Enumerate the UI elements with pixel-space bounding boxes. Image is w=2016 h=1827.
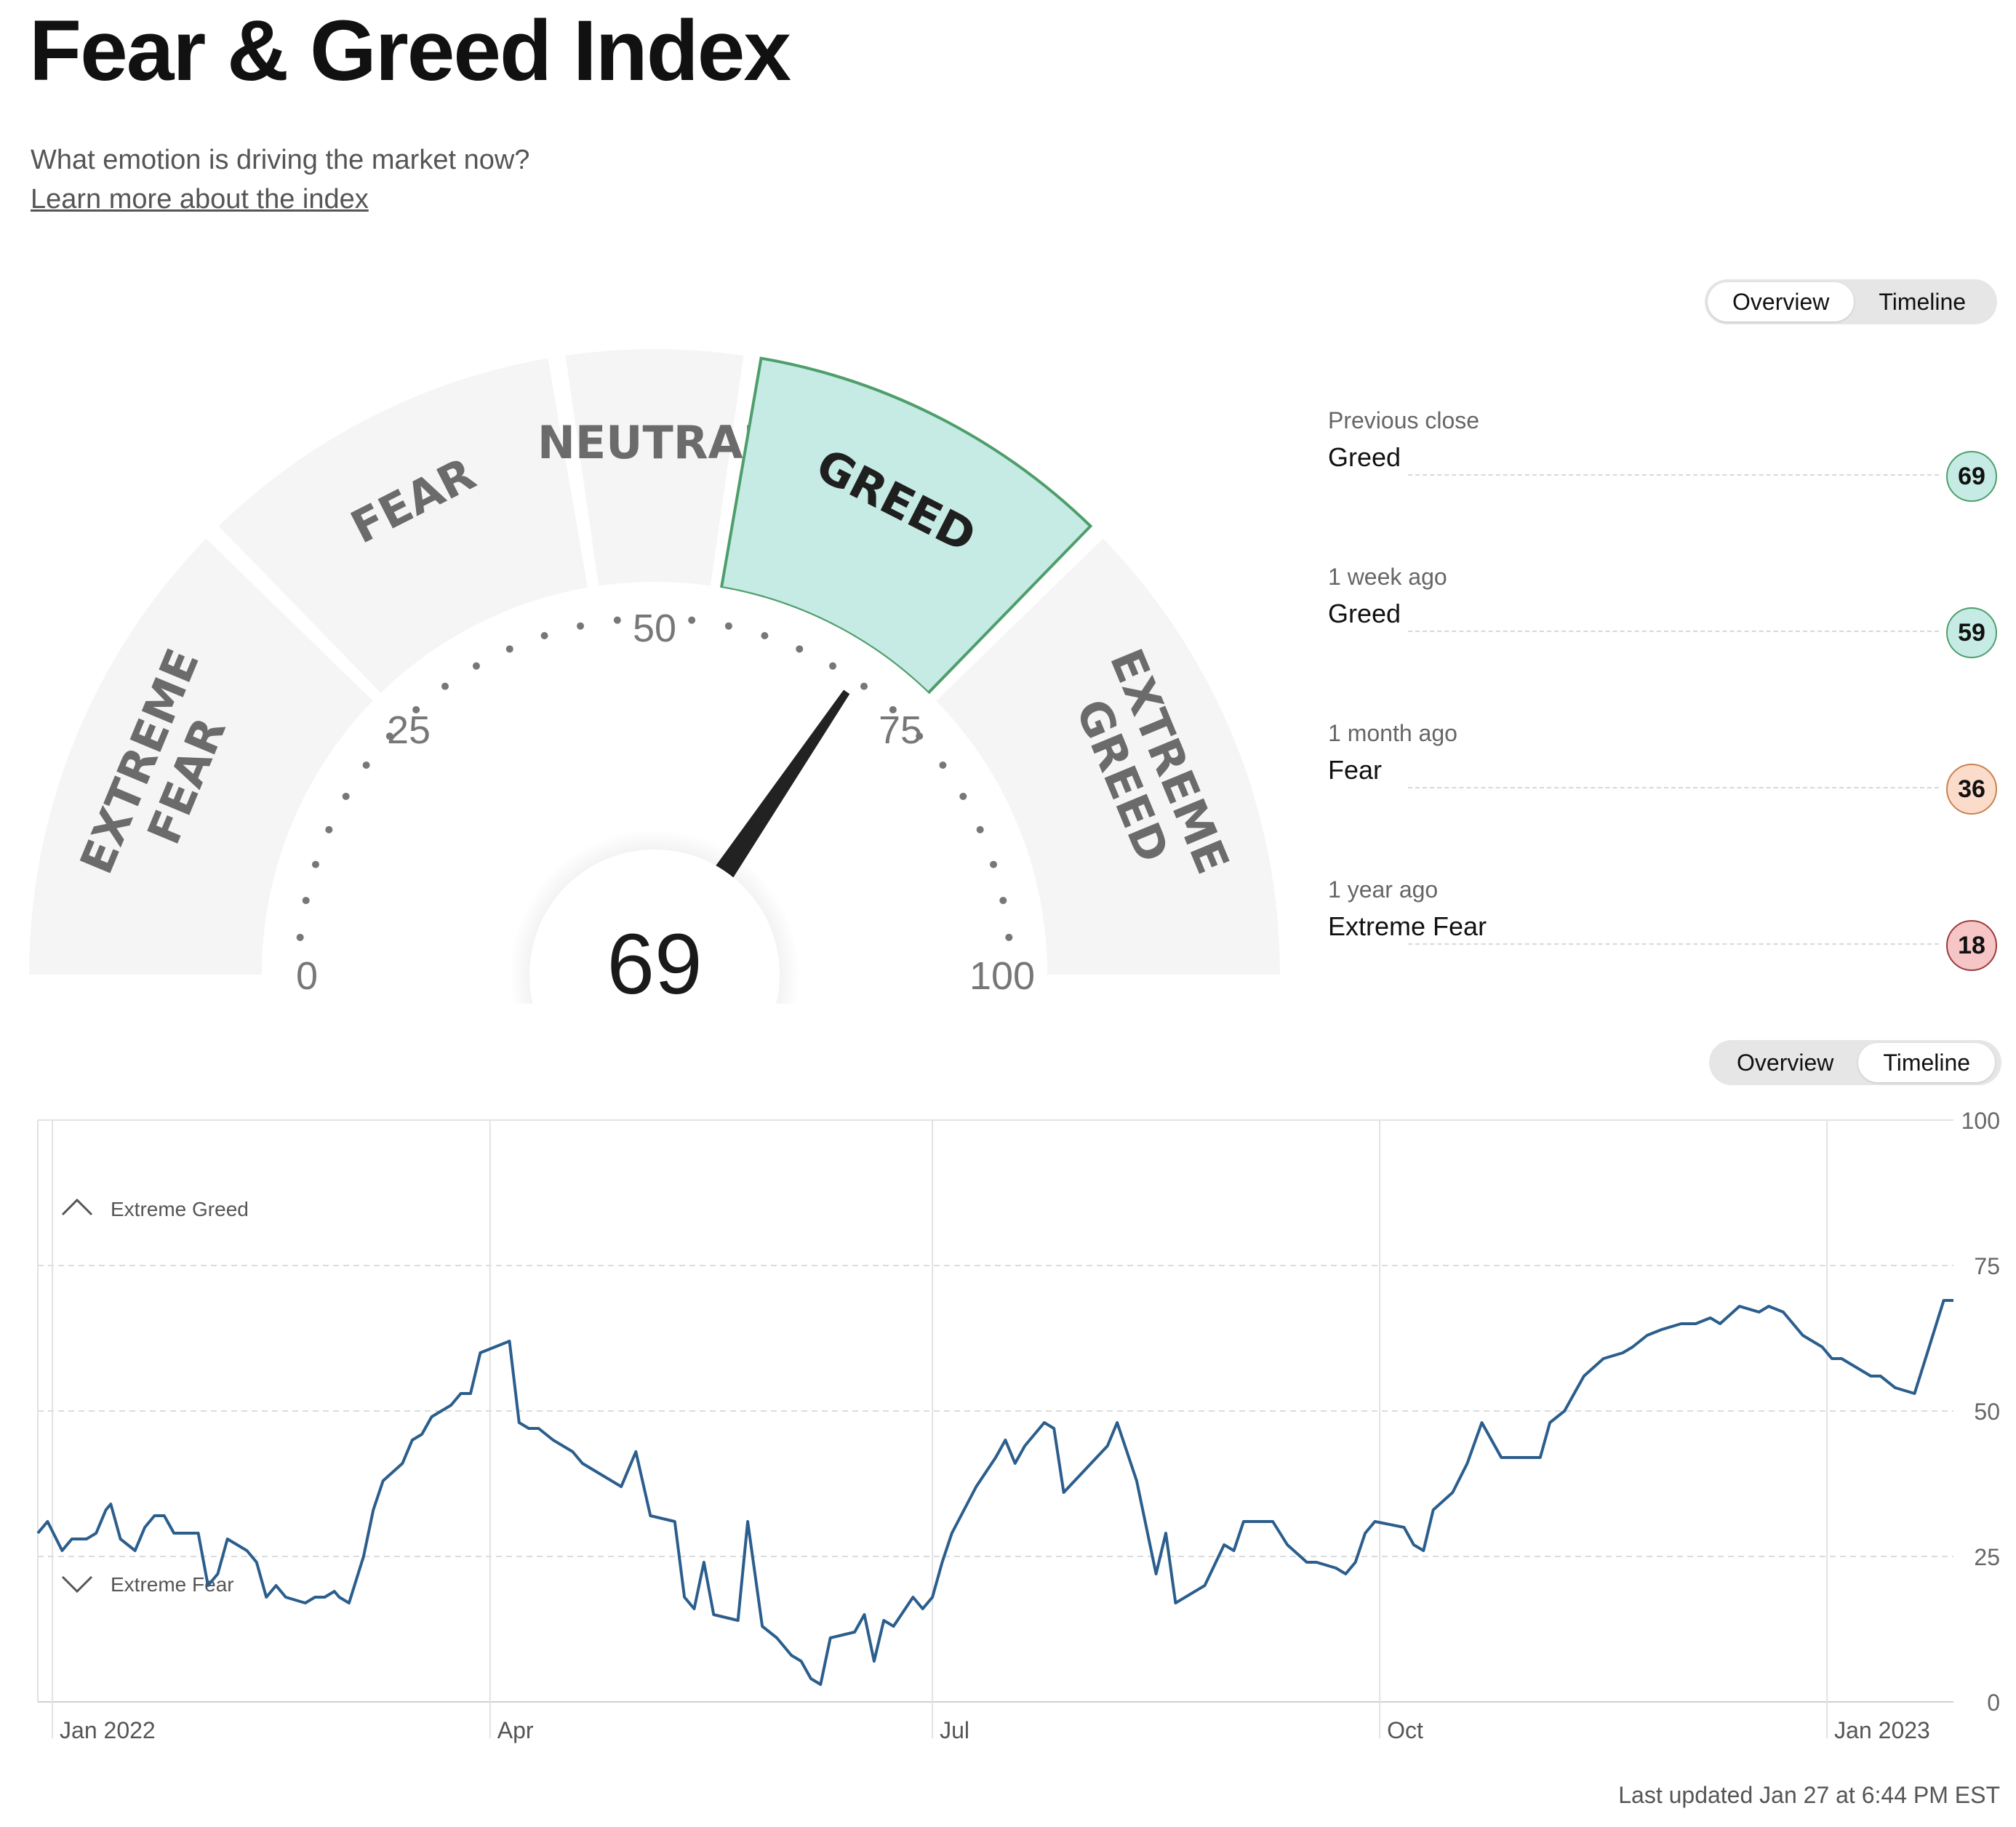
gauge-tick-dot (688, 616, 696, 624)
gauge-segment-greed (719, 356, 1093, 695)
gauge-tick-dot (889, 705, 897, 713)
x-tick-label: Jan 2023 (1834, 1717, 1930, 1743)
history-rating: Fear (1328, 755, 1383, 785)
dotted-leader (1408, 787, 1939, 788)
dotted-leader (1408, 474, 1939, 476)
gauge-tick-dot (577, 622, 585, 630)
score-badge: 18 (1946, 920, 1997, 971)
history-item-1-month: 1 month ago Fear 36 (1328, 720, 1997, 829)
x-tick-label: Apr (497, 1717, 534, 1743)
gauge-tick-dot (916, 732, 924, 740)
gauge-baseline-mask (0, 1004, 1309, 1018)
gauge-tick-label: 75 (879, 708, 922, 752)
page-title: Fear & Greed Index (29, 3, 791, 99)
last-updated: Last updated Jan 27 at 6:44 PM EST (1618, 1782, 2000, 1808)
gauge-tick-dot (796, 645, 804, 653)
history-label: Previous close (1328, 407, 1480, 433)
history-rating: Greed (1328, 442, 1401, 472)
y-tick-label: 0 (1987, 1690, 2000, 1716)
chevron-down-icon (61, 1575, 93, 1594)
score-badge: 59 (1946, 607, 1997, 658)
gauge-tick-dot (362, 761, 370, 769)
history-item-1-year: 1 year ago Extreme Fear 18 (1328, 876, 1997, 986)
history-rating: Greed (1328, 599, 1401, 628)
tab-overview[interactable]: Overview (1708, 282, 1855, 321)
gauge-tick-dot (761, 631, 769, 639)
y-tick-label: 25 (1974, 1544, 2000, 1570)
page-subtitle: What emotion is driving the market now? (31, 145, 530, 175)
y-tick-label: 75 (1974, 1253, 2000, 1279)
gauge-tick-dot (302, 897, 310, 905)
view-toggle-gauge: Overview Timeline (1705, 279, 1997, 324)
gauge-tick-dot (860, 682, 868, 690)
x-tick-label: Oct (1387, 1717, 1423, 1743)
gauge-tick-dot (829, 662, 837, 670)
gauge-hub (529, 849, 780, 1018)
history-label: 1 month ago (1328, 720, 1457, 746)
score-badge: 36 (1946, 764, 1997, 815)
gauge-tick-dot (959, 792, 967, 800)
gauge-inner (262, 582, 1047, 975)
dotted-leader (1408, 943, 1939, 945)
timeline-chart: 0 25 50 75 100 Jan 2022 Apr Jul Oct Jan 2023 Extre… (36, 1108, 2000, 1743)
view-toggle-timeline: Overview Timeline (1709, 1040, 2001, 1085)
gauge-tick-label: 25 (387, 708, 431, 752)
history-item-1-week: 1 week ago Greed 59 (1328, 564, 1997, 673)
gauge-tick-dot (472, 662, 480, 670)
gauge-tick-dot (296, 933, 304, 941)
y-tick-label: 50 (1974, 1399, 2000, 1425)
y-tick-label: 100 (1961, 1108, 2000, 1134)
gauge-label-neutral: NEUTRAL (537, 416, 772, 469)
tab-timeline[interactable]: Timeline (1879, 288, 1967, 315)
score-badge: 69 (1946, 451, 1997, 502)
tab-timeline[interactable]: Timeline (1858, 1043, 1996, 1082)
gauge-segment-neutral (565, 349, 744, 586)
dotted-leader (1408, 631, 1939, 632)
gauge-tick-dot (325, 825, 333, 833)
gauge-tick-dot (540, 631, 548, 639)
x-tick-label: Jul (940, 1717, 969, 1743)
annotation-extreme-greed: Extreme Greed (111, 1198, 249, 1220)
history-rating: Extreme Fear (1328, 911, 1487, 941)
gauge-tick-dot (342, 792, 350, 800)
history-label: 1 week ago (1328, 564, 1447, 590)
gauge-tick-dot (385, 732, 393, 740)
gauge-tick-dot (1005, 933, 1013, 941)
tab-overview[interactable]: Overview (1737, 1049, 1834, 1076)
gauge-tick-dot (976, 825, 984, 833)
x-tick-label: Jan 2022 (60, 1717, 156, 1743)
gauge-tick-label: 50 (633, 607, 676, 650)
gauge-tick-dot (724, 622, 732, 630)
gauge-tick-dot (999, 897, 1007, 905)
gauge-tick-dot (613, 616, 621, 624)
history-label: 1 year ago (1328, 876, 1439, 903)
gauge-segment-extreme-greed (936, 538, 1280, 975)
gauge-tick-dot (412, 705, 420, 713)
gauge-tick-label: 100 (969, 954, 1035, 998)
gauge-value: 69 (607, 916, 702, 1012)
gauge-segment-extreme-fear (29, 538, 373, 975)
gauge-tick-dot (939, 761, 947, 769)
gauge-tick-dot (311, 860, 319, 868)
history-item-previous-close: Previous close Greed 69 (1328, 407, 1997, 516)
gauge-tick-dot (505, 645, 513, 653)
learn-more-link[interactable]: Learn more about the index (31, 184, 369, 215)
chevron-up-icon (61, 1198, 93, 1216)
gauge-tick-dot (441, 682, 449, 690)
gauge-segment-fear (218, 358, 588, 693)
gauge-tick-dot (990, 860, 998, 868)
series-line (36, 1299, 1953, 1686)
gauge-tick-label: 0 (296, 954, 318, 998)
